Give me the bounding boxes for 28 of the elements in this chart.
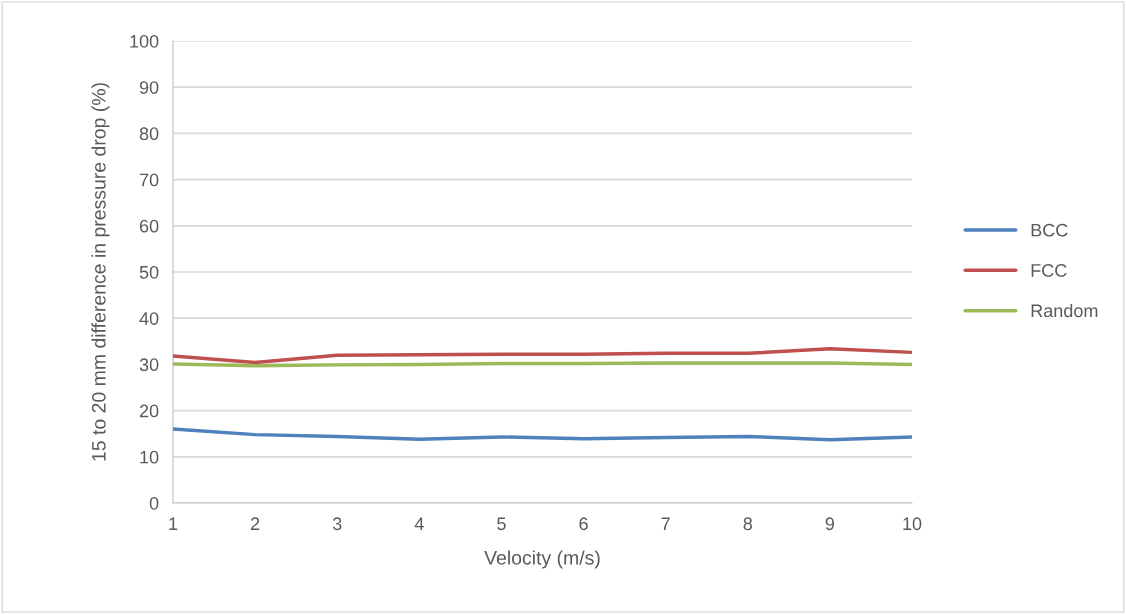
y-tick-label: 20 xyxy=(139,404,159,418)
legend-label: FCC xyxy=(1031,264,1067,277)
y-tick-label: 30 xyxy=(139,358,159,372)
y-tick-label: 0 xyxy=(149,496,159,510)
x-tick-label: 2 xyxy=(251,517,260,530)
y-tick-label: 60 xyxy=(139,219,159,233)
x-tick-label: 1 xyxy=(169,517,178,530)
x-tick-label: 7 xyxy=(661,517,670,530)
x-axis-title: Velocity (m/s) xyxy=(484,550,600,569)
x-tick-label: 4 xyxy=(414,517,424,530)
legend-label: Random xyxy=(1031,303,1098,318)
line-series xyxy=(173,346,912,365)
y-tick-label: 90 xyxy=(139,81,159,94)
x-tick-label: 6 xyxy=(579,517,588,531)
y-tick-label: 40 xyxy=(139,312,159,325)
y-tick-label: 100 xyxy=(130,34,159,48)
line-series xyxy=(173,427,912,442)
y-tick-label: 10 xyxy=(140,450,159,464)
y-tick-label: 80 xyxy=(139,127,159,141)
y-tick-label: 70 xyxy=(139,173,159,187)
x-tick-label: 8 xyxy=(743,517,753,531)
x-tick-label: 10 xyxy=(903,517,922,531)
y-tick-label: 50 xyxy=(139,265,159,279)
x-tick-label: 3 xyxy=(332,517,342,531)
y-axis-title: 15 to 20 mm difference in pressure drop (%) xyxy=(91,83,110,461)
x-tick-label: 9 xyxy=(825,517,835,531)
legend-label: BCC xyxy=(1031,223,1068,237)
x-tick-label: 5 xyxy=(497,517,506,531)
